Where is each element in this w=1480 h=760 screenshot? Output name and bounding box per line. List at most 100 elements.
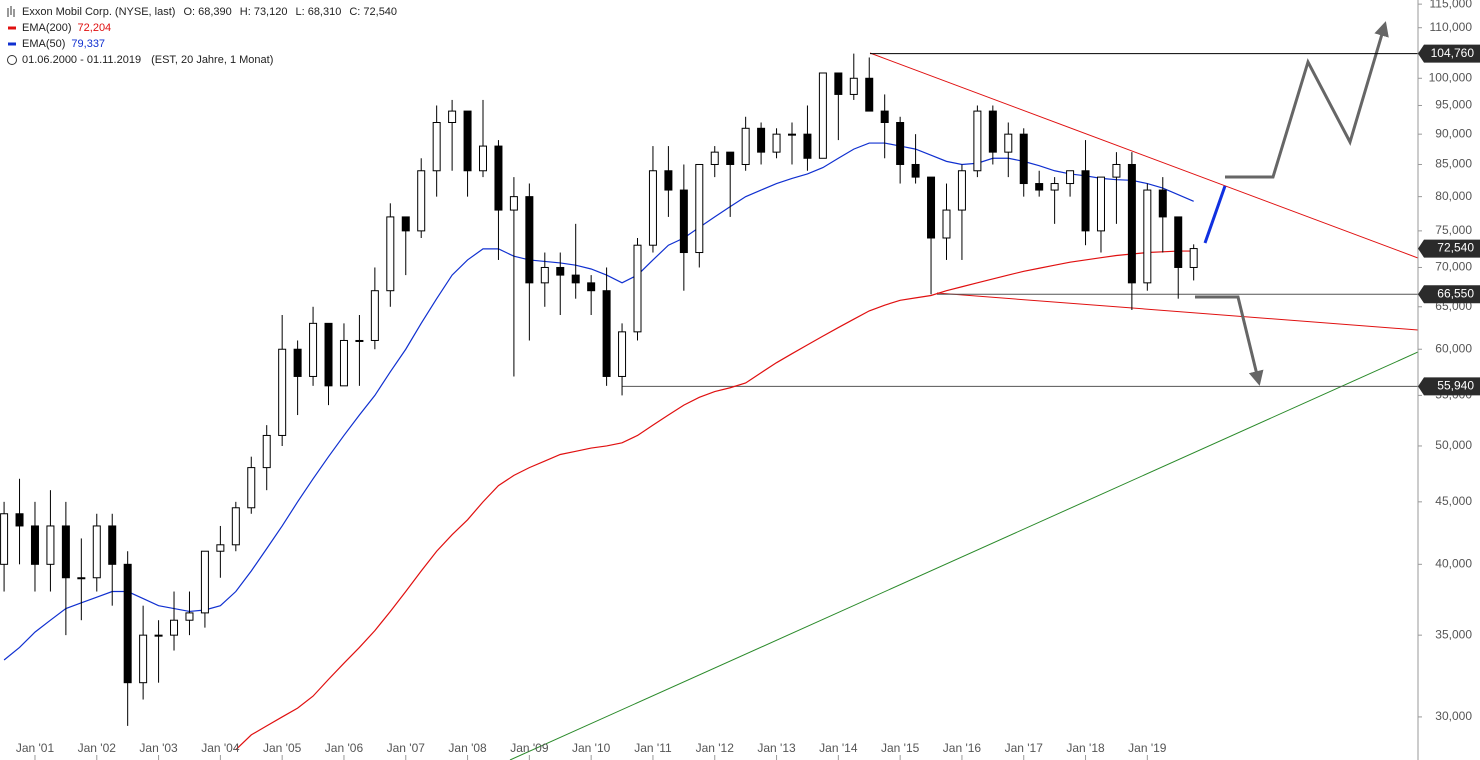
- ohlc-label: O: 68,390: [183, 6, 231, 18]
- candle-body: [139, 634, 148, 684]
- candle-body: [849, 77, 858, 95]
- x-tick-label: Jan '05: [263, 741, 302, 755]
- candle-body: [1158, 189, 1167, 218]
- price-box-label: 66,550: [1437, 286, 1474, 300]
- candle-body: [772, 133, 781, 153]
- y-tick-label: 30,000: [1435, 709, 1472, 723]
- candle-body: [463, 110, 472, 172]
- candle-body: [911, 163, 920, 178]
- candle-body: [556, 266, 565, 276]
- x-tick-label: Jan '08: [448, 741, 487, 755]
- candle-body: [15, 513, 24, 527]
- candle-body: [278, 348, 287, 436]
- candle-body: [726, 151, 735, 165]
- y-tick-label: 60,000: [1435, 341, 1472, 355]
- legend-value: 79,337: [71, 38, 105, 50]
- candle-body: [1127, 163, 1136, 284]
- clock-icon: [7, 55, 17, 65]
- lower-trendline: [936, 292, 1418, 331]
- x-tick-label: Jan '02: [78, 741, 117, 755]
- x-tick-label: Jan '12: [696, 741, 735, 755]
- x-tick-label: Jan '15: [881, 741, 920, 755]
- price-box-label: 72,540: [1437, 241, 1474, 255]
- x-tick-label: Jan '14: [819, 741, 858, 755]
- candle-body: [710, 151, 719, 165]
- candle-body: [355, 339, 364, 342]
- x-tick-label: Jan '18: [1066, 741, 1105, 755]
- price-box: [1418, 285, 1480, 304]
- x-tick-label: Jan '01: [16, 741, 55, 755]
- candle-body: [123, 563, 132, 684]
- candle-body: [741, 127, 750, 165]
- candle-body: [309, 322, 318, 377]
- candle-body: [1112, 163, 1121, 178]
- candle-body: [417, 170, 426, 232]
- candle-body: [1035, 183, 1044, 191]
- candle-body: [927, 176, 936, 239]
- candle-body: [494, 145, 503, 211]
- candle-body: [695, 163, 704, 254]
- breakout-line: [1203, 185, 1227, 244]
- x-tick-label: Jan '10: [572, 741, 611, 755]
- y-tick-label: 40,000: [1435, 556, 1472, 570]
- candle-body: [1189, 248, 1198, 268]
- x-tick-label: Jan '07: [387, 741, 426, 755]
- candle-body: [324, 322, 333, 387]
- x-tick-label: Jan '17: [1005, 741, 1044, 755]
- candle-body: [757, 127, 766, 153]
- candle-body: [664, 170, 673, 191]
- x-tick-label: Jan '09: [510, 741, 549, 755]
- y-tick-label: 85,000: [1435, 157, 1472, 171]
- scenario-arrow-down: [1195, 295, 1264, 386]
- y-tick-label: 90,000: [1435, 126, 1472, 140]
- y-tick-label: 45,000: [1435, 494, 1472, 508]
- candle-body: [370, 290, 379, 341]
- x-tick-label: Jan '06: [325, 741, 364, 755]
- chart-title: Exxon Mobil Corp. (NYSE, last): [22, 6, 175, 18]
- price-box-label: 55,940: [1437, 379, 1474, 393]
- y-tick-label: 70,000: [1435, 260, 1472, 274]
- x-tick-label: Jan '04: [201, 741, 240, 755]
- candle-body: [1019, 133, 1028, 185]
- ohlc-label: C: 72,540: [349, 6, 397, 18]
- candle-body: [803, 133, 812, 159]
- plot-area: [0, 21, 1418, 760]
- legend-value: 72,204: [78, 22, 112, 34]
- candle-body: [587, 282, 596, 292]
- header: Exxon Mobil Corp. (NYSE, last) EMA(200) …: [7, 6, 175, 66]
- candle-body: [30, 525, 39, 565]
- candle-body: [401, 216, 410, 232]
- candle-body: [865, 77, 874, 112]
- candle-body: [1066, 170, 1075, 185]
- y-tick-label: 115,000: [1430, 0, 1473, 10]
- candle-body: [942, 209, 951, 239]
- y-tick-label: 110,000: [1430, 20, 1473, 34]
- x-tick-label: Jan '03: [139, 741, 178, 755]
- candle-body: [231, 507, 240, 546]
- x-tick-label: Jan '16: [943, 741, 982, 755]
- candle-body: [262, 434, 271, 469]
- ohlc-label: L: 68,310: [295, 6, 341, 18]
- ema-line: [235, 250, 1194, 751]
- candle-body: [1004, 133, 1013, 153]
- candle-body: [509, 196, 518, 211]
- candle-body: [479, 145, 488, 172]
- chart-icon: [7, 6, 15, 17]
- y-tick-label: 95,000: [1435, 98, 1472, 112]
- candle-body: [0, 513, 9, 565]
- y-tick-label: 50,000: [1435, 438, 1472, 452]
- candle-body: [339, 339, 348, 387]
- price-box-label: 104,760: [1431, 46, 1475, 60]
- candle-body: [170, 619, 179, 636]
- period: 01.06.2000 - 01.11.2019: [22, 54, 141, 66]
- legend-entry: EMA(200): [22, 22, 72, 34]
- candle-body: [540, 266, 549, 284]
- candle-body: [154, 634, 163, 637]
- candle-body: [293, 348, 302, 377]
- candle-body: [818, 72, 827, 159]
- candle-body: [432, 122, 441, 172]
- y-tick-label: 100,000: [1429, 70, 1473, 84]
- y-tick-label: 35,000: [1435, 627, 1472, 641]
- price-box: [1418, 239, 1480, 258]
